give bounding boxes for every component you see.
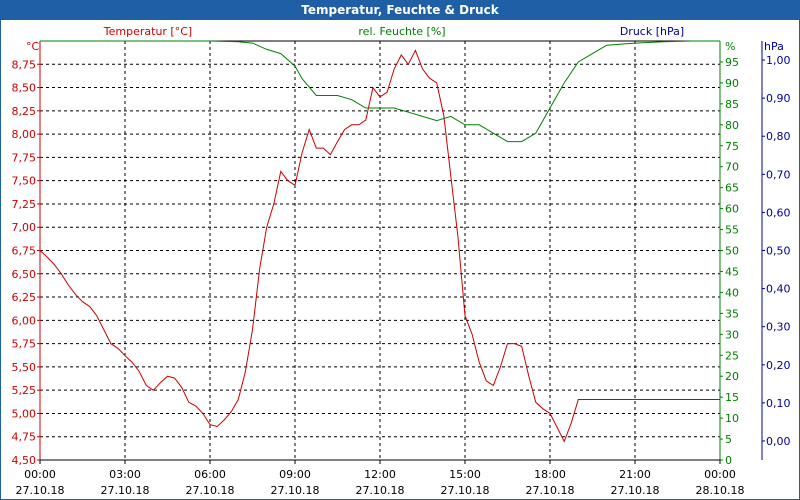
x-tick-time: 18:00 bbox=[534, 468, 566, 481]
humidity-tick-label: 30 bbox=[725, 328, 739, 341]
pressure-axis-unit: hPa bbox=[764, 40, 784, 53]
x-tick-date: 28.10.18 bbox=[696, 484, 745, 497]
x-tick-time: 03:00 bbox=[109, 468, 141, 481]
humidity-tick-label: 45 bbox=[725, 265, 739, 278]
left-axis-unit: °C bbox=[26, 40, 40, 53]
humidity-tick-label: 55 bbox=[725, 224, 739, 237]
pressure-tick-label: 0,10 bbox=[766, 397, 791, 410]
humidity-tick-label: 5 bbox=[725, 433, 732, 446]
humidity-tick-label: 60 bbox=[725, 203, 739, 216]
left-tick-label: 6,50 bbox=[12, 268, 37, 281]
left-tick-label: 7,50 bbox=[12, 175, 37, 188]
x-tick-date: 27.10.18 bbox=[16, 484, 65, 497]
legend-pressure: Druck [hPa] bbox=[620, 25, 684, 38]
humidity-tick-label: 10 bbox=[725, 412, 739, 425]
x-tick-date: 27.10.18 bbox=[526, 484, 575, 497]
x-tick-time: 00:00 bbox=[704, 468, 736, 481]
left-tick-label: 5,75 bbox=[12, 338, 37, 351]
pressure-tick-label: 0,30 bbox=[766, 321, 791, 334]
humidity-tick-label: 35 bbox=[725, 307, 739, 320]
humidity-tick-label: 85 bbox=[725, 98, 739, 111]
x-tick-time: 12:00 bbox=[364, 468, 396, 481]
humidity-tick-label: 90 bbox=[725, 77, 739, 90]
left-tick-label: 6,75 bbox=[12, 245, 37, 258]
left-tick-label: 8,75 bbox=[12, 58, 37, 71]
humidity-tick-label: 70 bbox=[725, 161, 739, 174]
grid bbox=[40, 41, 720, 460]
x-tick-date: 27.10.18 bbox=[356, 484, 405, 497]
left-axis-ticks: 4,50 4,75 5,00 5,25 5,50 5,75 6,00 6,25 6,50 6,75… bbox=[12, 58, 40, 467]
pressure-tick-label: 0,90 bbox=[766, 92, 791, 105]
x-tick-date: 27.10.18 bbox=[186, 484, 235, 497]
pressure-tick-label: 0,70 bbox=[766, 168, 791, 181]
left-tick-label: 5,25 bbox=[12, 384, 37, 397]
humidity-tick-label: 40 bbox=[725, 286, 739, 299]
x-tick-date: 27.10.18 bbox=[101, 484, 150, 497]
pressure-tick-label: 0,80 bbox=[766, 130, 791, 143]
left-tick-label: 5,50 bbox=[12, 361, 37, 374]
x-tick-time: 21:00 bbox=[619, 468, 651, 481]
left-tick-label: 7,75 bbox=[12, 151, 37, 164]
left-tick-label: 8,25 bbox=[12, 105, 37, 118]
pressure-axis-ticks: 0,00 0,10 0,20 0,30 0,40 0,50 0,60 0,70 0,80 0,90… bbox=[762, 54, 791, 448]
left-tick-label: 8,50 bbox=[12, 82, 37, 95]
humidity-tick-label: 0 bbox=[725, 454, 732, 467]
pressure-tick-label: 0,20 bbox=[766, 359, 791, 372]
humidity-tick-label: 95 bbox=[725, 56, 739, 69]
x-tick-time: 00:00 bbox=[24, 468, 56, 481]
left-tick-label: 6,00 bbox=[12, 314, 37, 327]
left-tick-label: 7,25 bbox=[12, 198, 37, 211]
left-tick-label: 8,00 bbox=[12, 128, 37, 141]
humidity-axis-ticks: 0 5 10 15 20 25 30 35 40 45 50 55 60 65 70 75 80 85 90 95 bbox=[720, 56, 739, 467]
left-tick-label: 6,25 bbox=[12, 291, 37, 304]
x-tick-date: 27.10.18 bbox=[441, 484, 490, 497]
humidity-axis-unit: % bbox=[725, 40, 735, 53]
x-tick-time: 06:00 bbox=[194, 468, 226, 481]
humidity-tick-label: 75 bbox=[725, 140, 739, 153]
pressure-tick-label: 0,40 bbox=[766, 283, 791, 296]
series-line-1 bbox=[40, 40, 720, 143]
x-tick-date: 27.10.18 bbox=[611, 484, 660, 497]
left-tick-label: 7,00 bbox=[12, 221, 37, 234]
pressure-tick-label: 0,60 bbox=[766, 206, 791, 219]
humidity-tick-label: 50 bbox=[725, 245, 739, 258]
series-layer bbox=[39, 40, 720, 443]
legend-humidity: rel. Feuchte [%] bbox=[358, 25, 445, 38]
legend-temperature: Temperatur [°C] bbox=[103, 25, 192, 38]
pressure-tick-label: 0,00 bbox=[766, 435, 791, 448]
x-axis-ticks: 00:00 27.10.18 03:00 27.10.18 06:00 27.10.18 0… bbox=[16, 460, 745, 497]
x-tick-date: 27.10.18 bbox=[271, 484, 320, 497]
series-line-0 bbox=[39, 49, 720, 443]
humidity-tick-label: 25 bbox=[725, 349, 739, 362]
left-tick-label: 4,75 bbox=[12, 431, 37, 444]
humidity-tick-label: 65 bbox=[725, 182, 739, 195]
humidity-tick-label: 20 bbox=[725, 370, 739, 383]
left-tick-label: 5,00 bbox=[12, 407, 37, 420]
pressure-tick-label: 0,50 bbox=[766, 245, 791, 258]
humidity-tick-label: 15 bbox=[725, 391, 739, 404]
x-tick-time: 15:00 bbox=[449, 468, 481, 481]
pressure-tick-label: 1,00 bbox=[766, 54, 791, 67]
humidity-tick-label: 80 bbox=[725, 119, 739, 132]
window-title: Temperatur, Feuchte & Druck bbox=[0, 0, 800, 20]
left-tick-label: 4,50 bbox=[12, 454, 37, 467]
x-tick-time: 09:00 bbox=[279, 468, 311, 481]
